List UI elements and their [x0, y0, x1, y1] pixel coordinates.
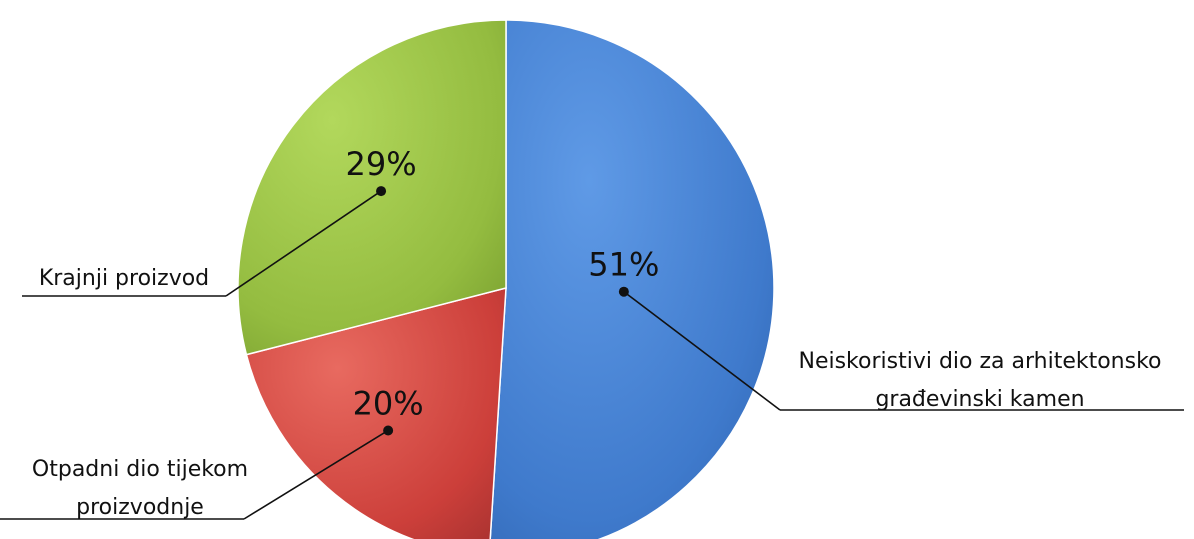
pie-slice-3	[237, 19, 507, 356]
leader-line-2	[243, 429, 389, 520]
category-label-2: Otpadni dio tijekom proizvodnje	[32, 457, 248, 520]
category-label-3: Krajnji proizvod	[39, 266, 209, 291]
pie-slice-2	[245, 287, 507, 539]
value-label-1: 51%	[588, 246, 659, 284]
pie-slices	[237, 19, 775, 539]
leader-line-3	[225, 190, 382, 297]
category-label-1: Neiskoristivi dio za arhitektonsko građev…	[798, 349, 1161, 412]
value-label-3: 29%	[345, 145, 416, 183]
leader-line-1	[623, 291, 781, 411]
category-labels: Neiskoristivi dio za arhitektonsko građev…	[32, 266, 1162, 520]
pie-slice-1	[489, 19, 775, 539]
leader-lines	[0, 186, 1184, 520]
value-label-2: 20%	[353, 384, 424, 422]
value-labels: 51% 20% 29%	[345, 145, 659, 422]
